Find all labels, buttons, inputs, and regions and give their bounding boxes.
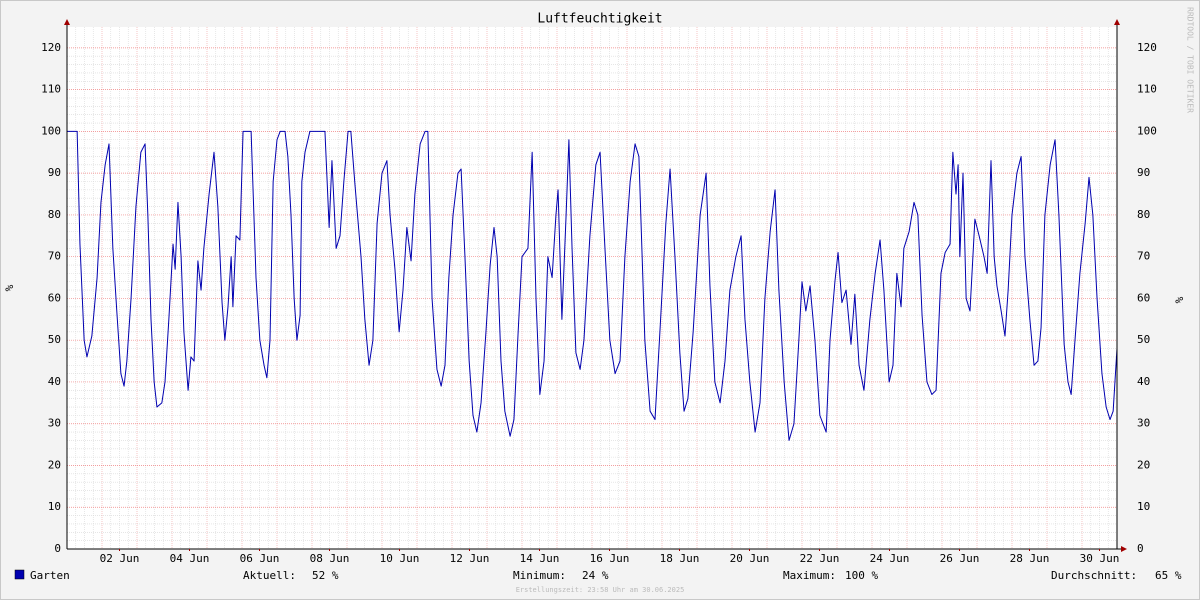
x-tick-label: 04 Jun [170, 552, 210, 565]
stat-value: 65 % [1155, 569, 1182, 582]
y-axis-label: % [3, 284, 16, 291]
y-tick-label-right: 90 [1137, 166, 1150, 179]
y-tick-label: 70 [48, 250, 61, 263]
x-tick-label: 26 Jun [940, 552, 980, 565]
y-tick-label: 90 [48, 166, 61, 179]
y-tick-label: 40 [48, 375, 61, 388]
y-tick-label-right: 120 [1137, 41, 1157, 54]
y-tick-label-right: 100 [1137, 124, 1157, 137]
watermark: RRDTOOL / TOBI OETIKER [1186, 7, 1195, 113]
x-tick-label: 30 Jun [1080, 552, 1120, 565]
x-tick-label: 10 Jun [380, 552, 420, 565]
arrow [1114, 19, 1120, 25]
x-tick-label: 08 Jun [310, 552, 350, 565]
x-tick-label: 22 Jun [800, 552, 840, 565]
y-tick-label-right: 110 [1137, 83, 1157, 96]
y-tick-label-right: 70 [1137, 250, 1150, 263]
x-tick-label: 24 Jun [870, 552, 910, 565]
plot [67, 130, 1118, 441]
y-tick-label: 20 [48, 458, 61, 471]
x-tick-label: 14 Jun [520, 552, 560, 565]
stat-label: Durchschnitt: [1051, 569, 1137, 582]
y-tick-label-right: 60 [1137, 291, 1150, 304]
y-tick-label: 120 [41, 41, 61, 54]
y-tick-label: 100 [41, 124, 61, 137]
x-tick-label: 12 Jun [450, 552, 490, 565]
y-tick-label: 60 [48, 291, 61, 304]
x-tick-label: 02 Jun [100, 552, 140, 565]
stat-label: Minimum: [513, 569, 566, 582]
stat-value: 100 % [845, 569, 878, 582]
y-tick-label-right: 80 [1137, 208, 1150, 221]
x-tick-label: 06 Jun [240, 552, 280, 565]
stat-label: Aktuell: [243, 569, 296, 582]
stat-label: Maximum: [783, 569, 836, 582]
x-tick-label: 20 Jun [730, 552, 770, 565]
y-tick-label-right: 0 [1137, 542, 1144, 555]
data-line [67, 130, 1118, 441]
legend-swatch [14, 569, 25, 580]
y-tick-label: 80 [48, 208, 61, 221]
legend-label: Garten [30, 569, 70, 582]
y-tick-label-right: 30 [1137, 417, 1150, 430]
y-tick-label-right: 40 [1137, 375, 1150, 388]
y-tick-label-right: 20 [1137, 458, 1150, 471]
y-tick-label: 110 [41, 83, 61, 96]
footer: Erstellungszeit: 23:58 Uhr am 30.06.2025 [516, 586, 685, 594]
y-tick-label: 10 [48, 500, 61, 513]
y-tick-label: 0 [54, 542, 61, 555]
grid [66, 27, 1118, 550]
stat-value: 24 % [582, 569, 609, 582]
axes [64, 19, 1127, 552]
arrow [64, 19, 70, 25]
x-tick-label: 16 Jun [590, 552, 630, 565]
y-tick-label: 50 [48, 333, 61, 346]
arrow [1121, 546, 1127, 552]
x-tick-label: 18 Jun [660, 552, 700, 565]
y-tick-label-right: 50 [1137, 333, 1150, 346]
chart-title: Luftfeuchtigkeit [537, 12, 662, 27]
y-tick-label-right: 10 [1137, 500, 1150, 513]
y-tick-label: 30 [48, 417, 61, 430]
y-axis-label-right: % [1173, 296, 1186, 303]
stat-value: 52 % [312, 569, 339, 582]
x-tick-label: 28 Jun [1010, 552, 1050, 565]
